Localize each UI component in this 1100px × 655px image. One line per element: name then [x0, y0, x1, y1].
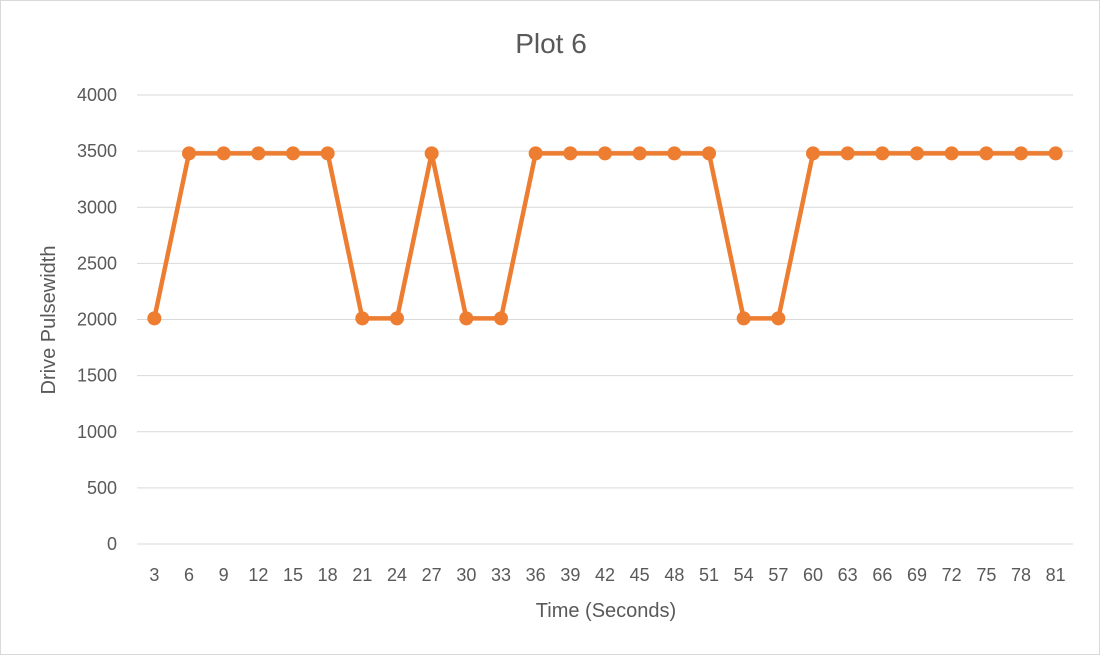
data-point [736, 311, 751, 326]
x-axis-ticks: 3 6 9 12 15 18 21 24 27 30 33 36 39 42 45 48 51 54 57 60 63 6… [149, 565, 1065, 585]
x-tick-label: 3 [149, 565, 159, 585]
x-tick-label: 78 [1011, 565, 1031, 585]
data-point [875, 146, 890, 161]
data-point [459, 311, 474, 326]
data-point [667, 146, 682, 161]
x-tick-label: 9 [219, 565, 229, 585]
data-point [147, 311, 162, 326]
x-tick-label: 45 [630, 565, 650, 585]
y-tick-label: 2000 [77, 310, 117, 330]
x-tick-label: 72 [942, 565, 962, 585]
data-point [632, 146, 647, 161]
x-tick-label: 15 [283, 565, 303, 585]
data-point [390, 311, 404, 326]
data-point [840, 146, 855, 161]
x-tick-label: 60 [803, 565, 823, 585]
data-point [910, 146, 924, 161]
data-point [528, 146, 543, 161]
gridlines [137, 94, 1073, 545]
y-tick-label: 2500 [77, 253, 117, 273]
series-group [147, 146, 1063, 326]
x-tick-label: 30 [456, 565, 476, 585]
data-point [563, 146, 578, 161]
data-point [806, 146, 820, 161]
x-tick-label: 54 [734, 565, 754, 585]
data-point [182, 146, 196, 161]
x-tick-label: 69 [907, 565, 927, 585]
y-tick-label: 1000 [77, 422, 117, 442]
data-point [320, 146, 335, 161]
data-point [494, 311, 508, 326]
x-tick-label: 81 [1046, 565, 1066, 585]
data-point [979, 146, 994, 161]
data-point [944, 146, 959, 161]
x-tick-label: 39 [560, 565, 580, 585]
x-tick-label: 6 [184, 565, 194, 585]
x-tick-label: 24 [387, 565, 407, 585]
y-tick-label: 3000 [77, 197, 117, 217]
x-tick-label: 18 [318, 565, 338, 585]
y-axis-label: Drive Pulsewidth [38, 246, 60, 395]
x-tick-label: 57 [768, 565, 788, 585]
y-axis-ticks: 0 500 1000 1500 2000 2500 3000 3500 4000 [77, 85, 117, 554]
x-tick-label: 12 [248, 565, 268, 585]
y-tick-label: 4000 [77, 85, 117, 105]
x-tick-label: 21 [352, 565, 372, 585]
x-axis-label: Time (Seconds) [536, 600, 676, 622]
data-point [1014, 146, 1028, 161]
y-tick-label: 1500 [77, 366, 117, 386]
x-tick-label: 33 [491, 565, 511, 585]
x-tick-label: 36 [526, 565, 546, 585]
x-tick-label: 75 [976, 565, 996, 585]
x-tick-label: 51 [699, 565, 719, 585]
series-line [152, 151, 1056, 321]
data-point [355, 311, 370, 326]
data-point [424, 146, 439, 161]
data-point [1048, 146, 1063, 161]
y-tick-label: 3500 [77, 141, 117, 161]
data-point [702, 146, 716, 161]
y-tick-label: 500 [87, 478, 117, 498]
y-tick-label: 0 [107, 534, 117, 554]
chart-title: Plot 6 [515, 28, 587, 59]
x-tick-label: 48 [664, 565, 684, 585]
data-point [286, 146, 300, 161]
data-point [598, 146, 612, 161]
x-tick-label: 27 [422, 565, 442, 585]
x-tick-label: 63 [838, 565, 858, 585]
data-point [251, 146, 266, 161]
x-tick-label: 42 [595, 565, 615, 585]
data-point [216, 146, 231, 161]
x-tick-label: 66 [872, 565, 892, 585]
data-point [771, 311, 786, 326]
